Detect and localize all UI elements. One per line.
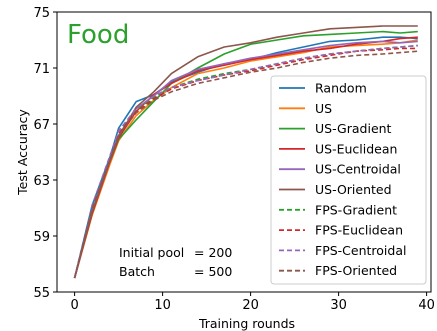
legend-label: FPS-Oriented (315, 263, 397, 278)
legend-label: FPS-Centroidal (315, 243, 406, 258)
y-tick-label: 75 (33, 6, 50, 21)
x-tick-label: 40 (418, 298, 435, 313)
legend-frame (270, 75, 427, 285)
x-axis-label: Training rounds (198, 316, 295, 331)
plot-frame (56, 11, 432, 293)
ticks: 0 10 20 30 40 55 59 63 67 71 75 (33, 6, 434, 313)
legend-label: US-Oriented (315, 182, 392, 197)
y-tick-label: 59 (33, 230, 50, 245)
legend-items: Random US US-Gradient US-Euclidean US-Centro… (279, 81, 406, 278)
y-tick-label: 63 (33, 174, 50, 189)
y-tick-label: 67 (33, 118, 50, 133)
legend-label: US-Euclidean (315, 141, 397, 156)
legend-label: Random (315, 81, 367, 96)
legend-label: FPS-Gradient (315, 202, 397, 217)
series-line-fps-centroidal (73, 44, 418, 279)
annotation-box: Initial pool = 200 Batch = 500 (119, 245, 232, 279)
x-tick-label: 10 (154, 298, 171, 313)
y-axis-label: Test Accuracy (15, 109, 30, 196)
x-tick-label: 0 (70, 298, 78, 313)
y-tick-label: 71 (33, 62, 50, 77)
plot-lines (73, 25, 418, 279)
legend-label: US-Gradient (315, 121, 392, 136)
annotation-pool-label: Initial pool (119, 245, 184, 260)
legend: Random US US-Gradient US-Euclidean US-Centro… (270, 75, 427, 285)
legend-label: US (315, 101, 332, 116)
legend-label: FPS-Euclidean (315, 223, 403, 238)
x-tick-label: 20 (242, 298, 259, 313)
chart-title: Food (67, 20, 129, 50)
y-tick-label: 55 (33, 286, 50, 301)
annotation-batch-label: Batch (119, 264, 155, 279)
legend-label: US-Centroidal (315, 162, 401, 177)
series-line-fps-oriented (73, 50, 418, 279)
annotation-batch-value: = 500 (194, 264, 232, 279)
annotation-pool-value: = 200 (194, 245, 232, 260)
x-tick-label: 30 (330, 298, 347, 313)
